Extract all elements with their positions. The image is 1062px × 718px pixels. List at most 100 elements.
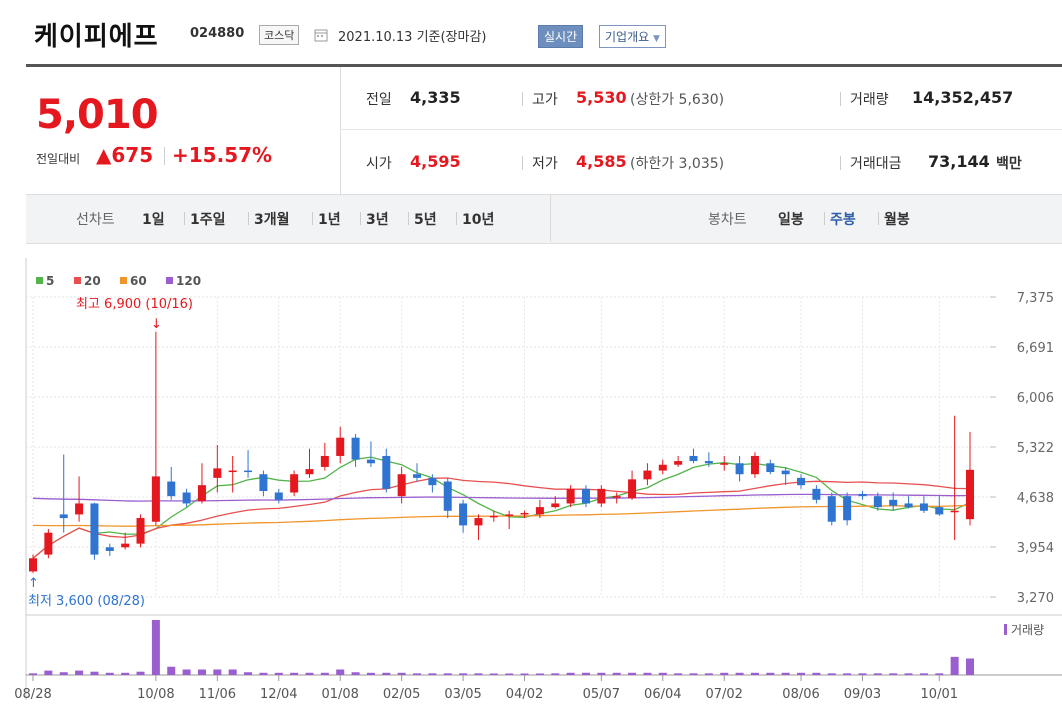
- candle-body: [551, 503, 560, 508]
- candle-body: [674, 461, 683, 465]
- quote-panel: [26, 64, 1062, 245]
- volume-bar: [136, 671, 145, 675]
- volume-bar: [443, 673, 452, 675]
- high-value: 5,530: [576, 88, 627, 107]
- volume-bar: [612, 672, 621, 675]
- candle-body: [413, 474, 422, 478]
- divider: [840, 92, 841, 106]
- period-5[interactable]: 5년: [414, 212, 437, 228]
- candle-body: [520, 512, 529, 515]
- candle-body: [305, 469, 314, 475]
- candle-body: [643, 470, 652, 480]
- ma60-line: [32, 504, 971, 527]
- realtime-button[interactable]: 실시간: [538, 25, 584, 48]
- legend-swatch: [120, 277, 127, 284]
- volume-bar: [151, 620, 160, 675]
- line-chart-label: 선차트: [76, 212, 115, 228]
- candle-body: [966, 469, 974, 520]
- candle-body: [612, 496, 621, 498]
- y-tick-label: 4,638: [1017, 491, 1054, 506]
- candle-body: [843, 496, 852, 521]
- low-annotation: 최저 3,600 (08/28): [28, 594, 145, 609]
- candle-body: [274, 492, 283, 500]
- period-2[interactable]: 3개월: [254, 212, 290, 228]
- candle-body: [428, 477, 437, 486]
- candle-body: [919, 503, 928, 511]
- candle-body: [351, 437, 360, 460]
- volume-label: 거래량: [850, 92, 889, 108]
- candle-period-0[interactable]: 일봉: [778, 212, 804, 228]
- volume-bar: [351, 672, 360, 675]
- amount-value: 73,144: [928, 152, 990, 171]
- volume-bar: [75, 670, 84, 675]
- divider: [456, 212, 457, 225]
- period-bar: [26, 194, 1062, 244]
- volume-bar: [658, 672, 667, 675]
- arrow-down-icon: ↓: [151, 317, 162, 332]
- candle-period-2[interactable]: 월봉: [884, 212, 910, 228]
- volume-bar: [167, 666, 176, 675]
- candle-body: [658, 464, 667, 471]
- candle-body: [489, 515, 498, 518]
- arrow-up-icon: ↑: [28, 576, 39, 591]
- prev-close-value: 4,335: [410, 88, 461, 107]
- period-1[interactable]: 1주일: [190, 212, 226, 228]
- candle-body: [474, 518, 483, 526]
- volume-bar: [305, 672, 314, 675]
- open-value: 4,595: [410, 152, 461, 171]
- candle-body: [873, 496, 882, 508]
- volume-bar: [244, 672, 253, 675]
- candle-period-1[interactable]: 주봉: [830, 212, 856, 228]
- candle-body: [336, 437, 345, 456]
- candle-body: [320, 455, 329, 467]
- candle-body: [213, 468, 222, 478]
- candle-body: [197, 485, 206, 502]
- volume-bar: [735, 672, 744, 675]
- volume-bar: [873, 673, 882, 675]
- current-price-panel: [26, 67, 341, 194]
- volume-bar: [628, 672, 637, 675]
- candle-body: [889, 499, 898, 506]
- y-tick-label: 7,375: [1017, 291, 1054, 306]
- current-price: 5,010: [36, 92, 159, 138]
- volume-bar: [182, 669, 191, 675]
- prev-close-label: 전일: [366, 92, 392, 108]
- volume-bar: [489, 673, 498, 675]
- period-3[interactable]: 1년: [318, 212, 341, 228]
- company-overview-label: 기업개요: [605, 30, 650, 44]
- volume-bar: [843, 673, 852, 675]
- volume-bar: [950, 656, 959, 675]
- volume-legend-label: 거래량: [1011, 623, 1044, 637]
- x-tick-label: 04/02: [506, 687, 543, 702]
- candle-body: [136, 518, 145, 544]
- legend-item-120: 120: [166, 274, 201, 288]
- period-4[interactable]: 3년: [366, 212, 389, 228]
- candle-body: [167, 481, 176, 497]
- candle-body: [597, 488, 606, 504]
- volume-bar: [274, 672, 283, 675]
- candle-body: [121, 543, 130, 548]
- company-overview-button[interactable]: 기업개요 ▼: [599, 25, 666, 48]
- candle-body: [812, 488, 821, 500]
- divider: [312, 212, 313, 225]
- candle-body: [797, 477, 806, 486]
- volume-bar: [674, 673, 683, 675]
- volume-bar: [704, 673, 713, 675]
- volume-bar: [827, 673, 836, 675]
- legend-label: 120: [176, 274, 202, 288]
- candle-body: [382, 455, 391, 489]
- divider: [248, 212, 249, 225]
- volume-bar: [366, 672, 375, 675]
- legend-item-20: 20: [74, 274, 101, 288]
- volume-value: 14,352,457: [912, 88, 1014, 107]
- volume-bar: [812, 672, 821, 675]
- volume-bar: [428, 673, 437, 675]
- period-0[interactable]: 1일: [142, 212, 165, 228]
- volume-bar: [44, 670, 53, 675]
- volume-bar: [935, 673, 944, 675]
- period-6[interactable]: 10년: [462, 212, 495, 228]
- y-tick-label: 3,270: [1017, 591, 1054, 606]
- amount-label: 거래대금: [850, 156, 902, 172]
- candle-body: [505, 514, 514, 516]
